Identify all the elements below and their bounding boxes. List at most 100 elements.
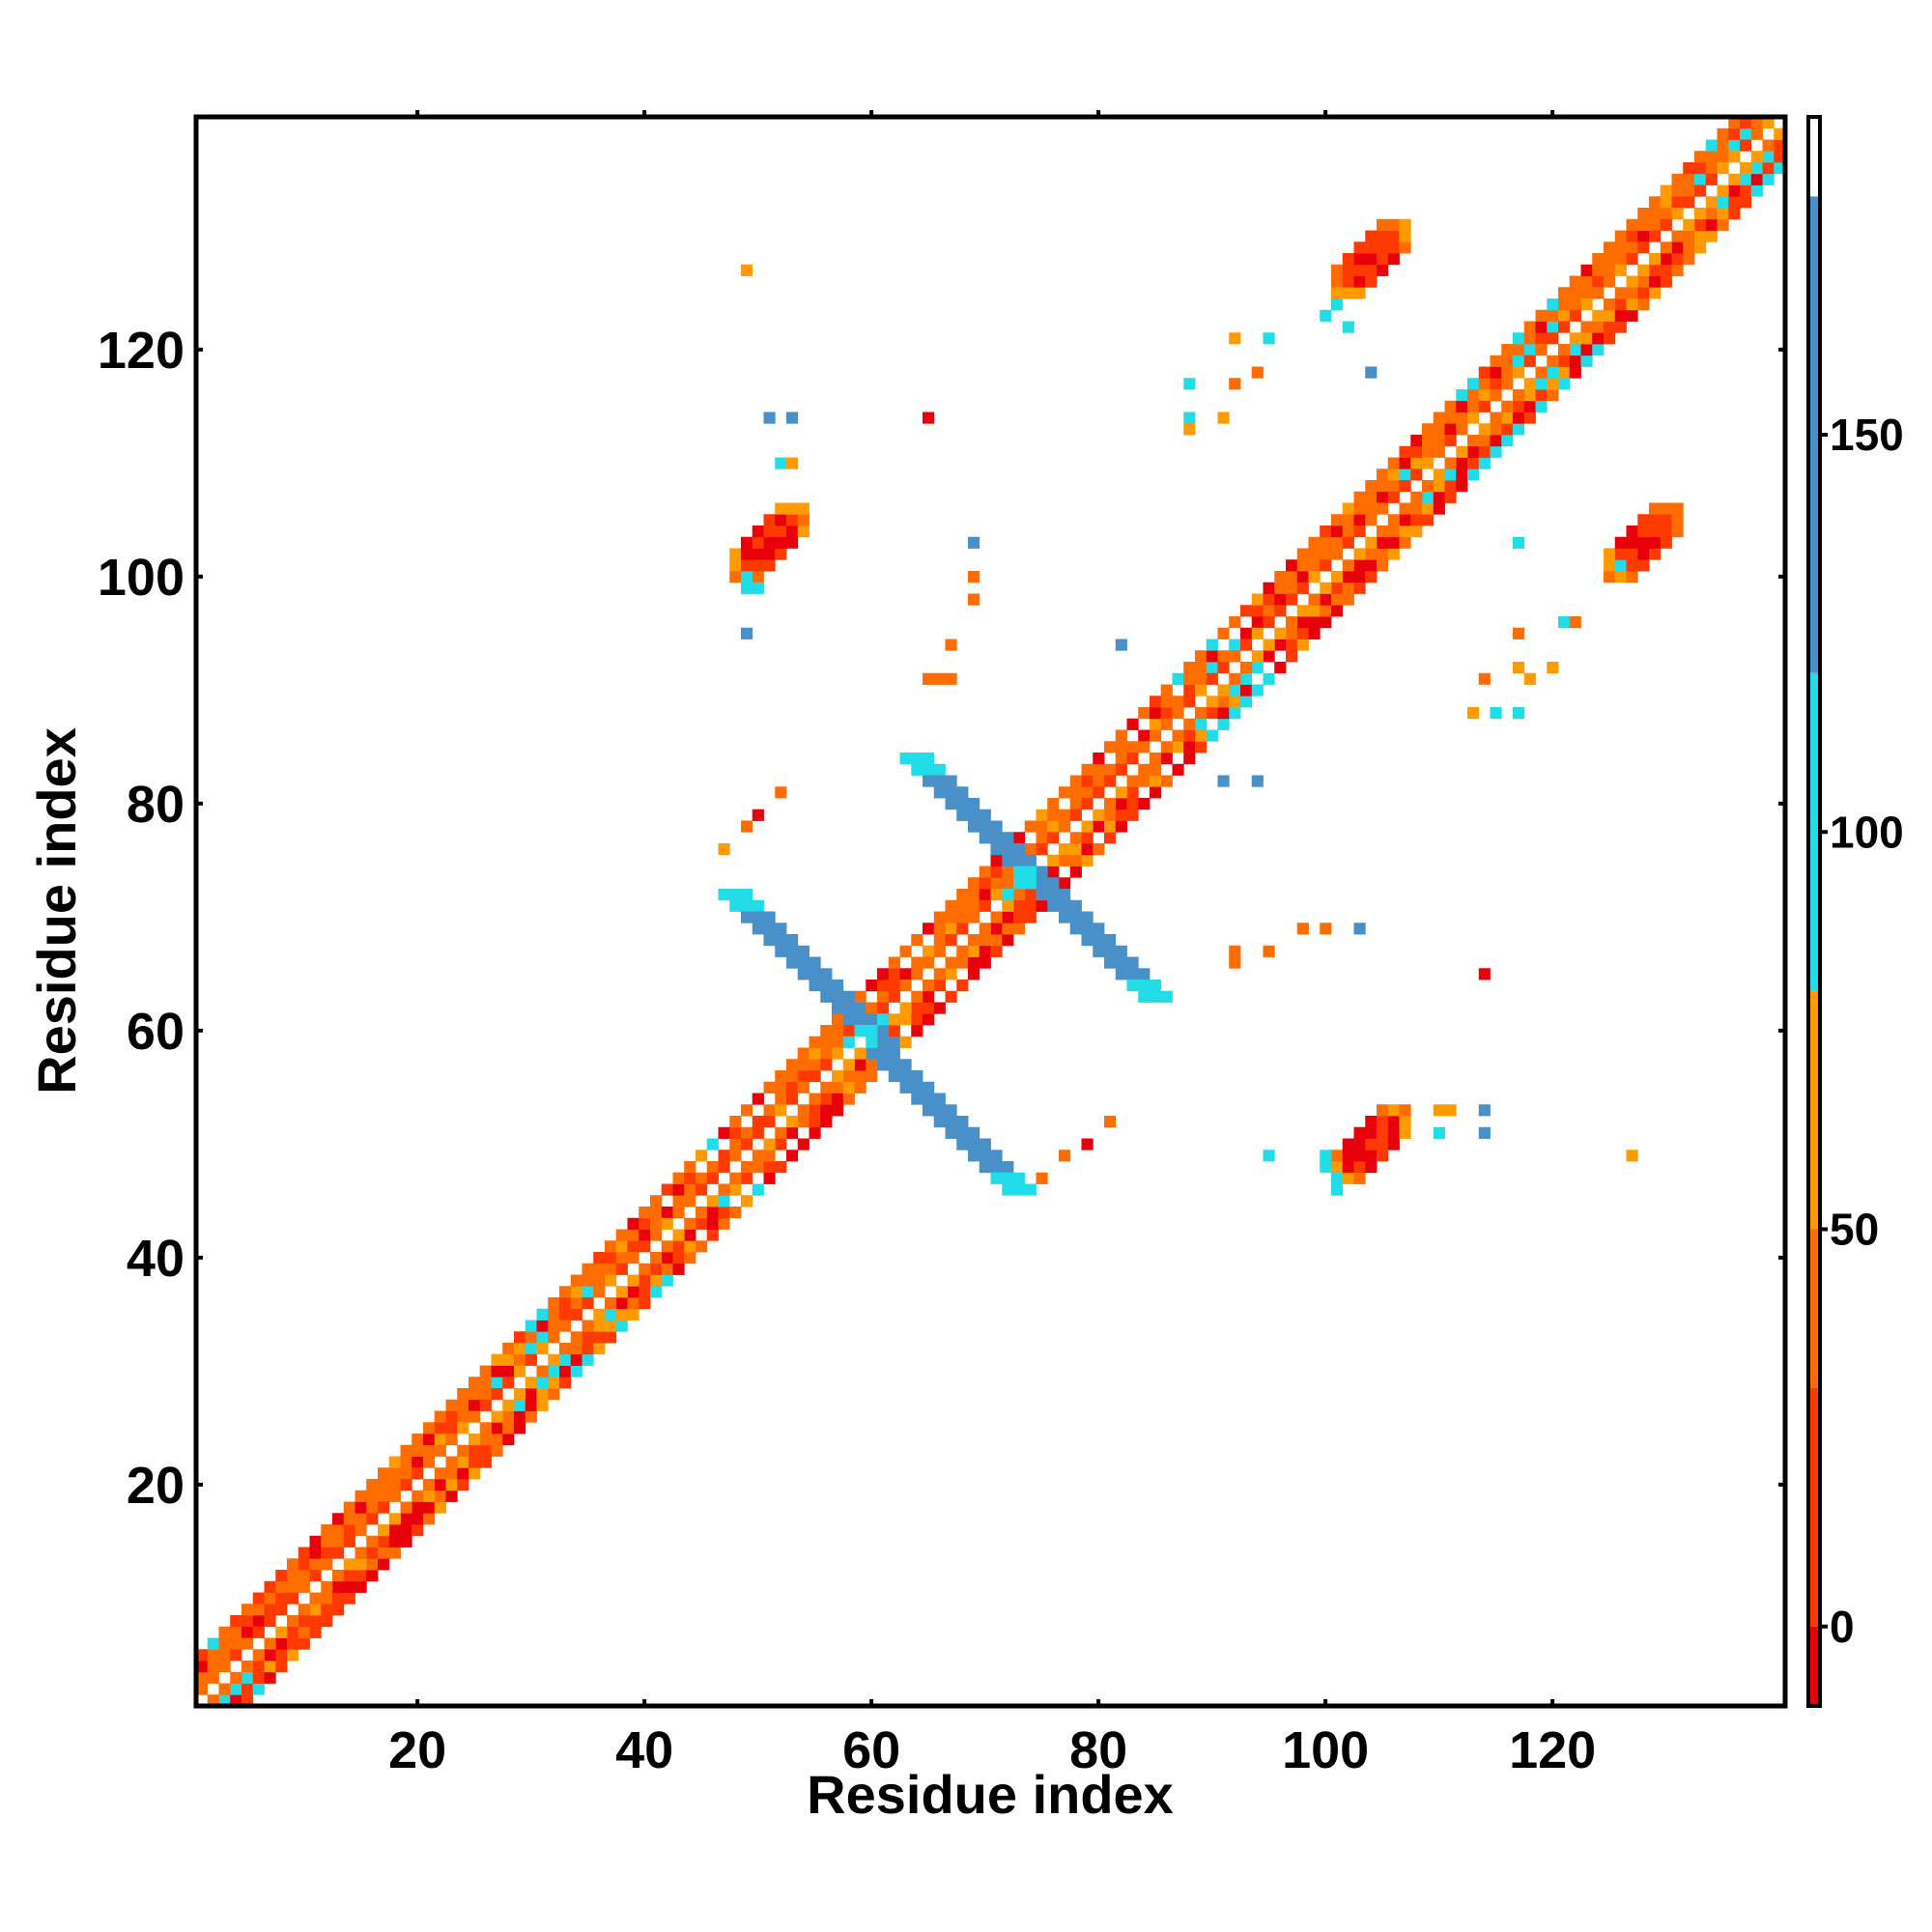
heatmap-cell (1671, 173, 1684, 185)
heatmap-cell (1013, 899, 1026, 912)
heatmap-cell (866, 1036, 878, 1048)
heatmap-cell (650, 1263, 663, 1275)
colorbar-tick-label: 100 (1830, 807, 1904, 857)
heatmap-cell (1331, 264, 1344, 276)
heatmap-cell (639, 1263, 651, 1275)
heatmap-cell (242, 1626, 254, 1638)
heatmap-cell (412, 1456, 424, 1468)
heatmap-cell (661, 1274, 673, 1287)
heatmap-cell (1047, 854, 1060, 867)
heatmap-cell (1456, 480, 1468, 493)
heatmap-cell (1342, 1138, 1354, 1151)
heatmap-cell (1024, 820, 1037, 833)
heatmap-cell (479, 1399, 492, 1411)
heatmap-cell (1138, 707, 1151, 720)
heatmap-cell (1217, 775, 1230, 787)
heatmap-cell (1160, 741, 1173, 753)
heatmap-cell (469, 1377, 481, 1389)
heatmap-cell (1263, 945, 1275, 957)
heatmap-cell (1592, 309, 1605, 322)
heatmap-cell (1614, 571, 1627, 583)
heatmap-cell (400, 1467, 412, 1480)
heatmap-cell (809, 1036, 821, 1048)
heatmap-cell (321, 1524, 333, 1537)
heatmap-cell (615, 1229, 628, 1241)
heatmap-cell (196, 1661, 209, 1673)
heatmap-cell (230, 1694, 242, 1707)
heatmap-cell (1671, 242, 1684, 254)
heatmap-cell (355, 1580, 367, 1593)
heatmap-cell (832, 1025, 844, 1037)
heatmap-cell (945, 968, 957, 980)
heatmap-cell (1637, 230, 1650, 242)
heatmap-cell (1251, 593, 1264, 606)
heatmap-cell (321, 1558, 333, 1571)
heatmap-cell (923, 1104, 935, 1117)
heatmap-cell (979, 820, 991, 833)
heatmap-cell (1614, 309, 1627, 322)
heatmap-cell (1478, 400, 1491, 412)
heatmap-cell (412, 1524, 424, 1537)
heatmap-cell (570, 1286, 582, 1298)
heatmap-cell (366, 1558, 379, 1571)
heatmap-cell (1694, 242, 1707, 254)
heatmap-cell (775, 1070, 787, 1083)
heatmap-cell (842, 1081, 855, 1094)
heatmap-cell (786, 457, 799, 469)
heatmap-cell (696, 1240, 708, 1253)
heatmap-cell (1308, 616, 1321, 629)
heatmap-cell (309, 1558, 322, 1571)
heatmap-cell (1774, 128, 1786, 140)
heatmap-cell (1626, 1150, 1638, 1162)
heatmap-cell (1365, 1150, 1378, 1162)
heatmap-cell (1195, 718, 1208, 730)
heatmap-cell (1069, 832, 1082, 844)
colorbar-tick-label: 0 (1830, 1602, 1855, 1652)
heatmap-cell (650, 1229, 663, 1241)
heatmap-cell (1580, 344, 1593, 356)
heatmap-cell (1353, 559, 1366, 572)
heatmap-cell (1013, 1183, 1026, 1196)
heatmap-cell (1002, 832, 1014, 844)
heatmap-cell (1183, 753, 1196, 765)
heatmap-cell (809, 1093, 821, 1105)
heatmap-cell (491, 1422, 503, 1435)
heatmap-cell (491, 1353, 503, 1366)
colorbar-band (1808, 117, 1820, 197)
heatmap-cell (1399, 514, 1411, 526)
heatmap-cell (1592, 264, 1605, 276)
heatmap-cell (979, 889, 991, 901)
heatmap-cell (548, 1388, 560, 1401)
heatmap-cell (1762, 173, 1775, 185)
heatmap-cell (1399, 218, 1411, 231)
heatmap-cell (968, 1150, 980, 1162)
heatmap-cell (1342, 1172, 1354, 1184)
heatmap-cell (888, 980, 900, 992)
heatmap-cell (1036, 820, 1048, 833)
heatmap-cell (570, 1365, 582, 1378)
heatmap-cell (1263, 616, 1275, 629)
heatmap-cell (1626, 242, 1638, 254)
heatmap-cell (1637, 242, 1650, 254)
heatmap-cell (1251, 775, 1264, 787)
heatmap-cell (945, 934, 957, 947)
heatmap-cell (809, 1047, 821, 1060)
heatmap-cell (820, 1093, 833, 1105)
heatmap-cell (1240, 696, 1253, 708)
heatmap-cell (1024, 843, 1037, 856)
heatmap-cell (990, 877, 1003, 890)
heatmap-cell (1467, 378, 1480, 390)
heatmap-cell (207, 1637, 219, 1650)
heatmap-cell (582, 1274, 594, 1287)
heatmap-cell (1649, 526, 1662, 538)
heatmap-cell (1422, 423, 1435, 436)
heatmap-cell (877, 990, 890, 1003)
heatmap-cell (1626, 571, 1638, 583)
heatmap-cell (1059, 809, 1071, 821)
heatmap-cell (1320, 605, 1332, 617)
heatmap-cell (797, 968, 810, 980)
heatmap-cell (1456, 412, 1468, 424)
heatmap-cell (1377, 1150, 1389, 1162)
heatmap-cell (1104, 832, 1117, 844)
heatmap-cell (741, 911, 753, 923)
